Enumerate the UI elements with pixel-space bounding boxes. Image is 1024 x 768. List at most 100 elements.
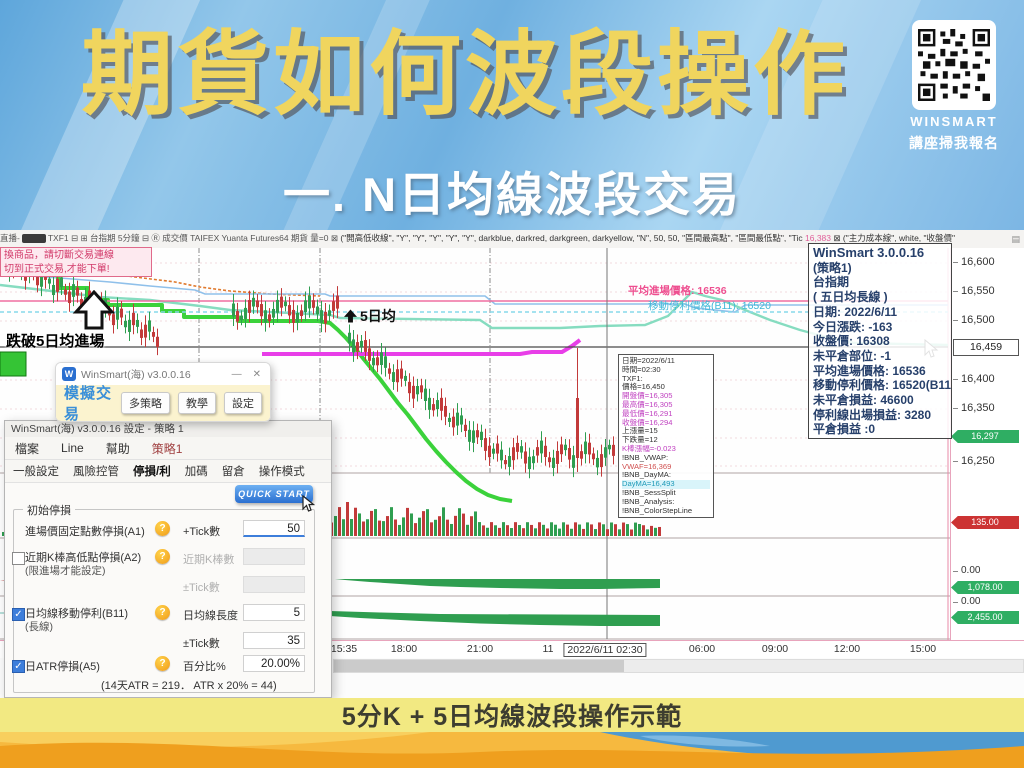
winsmart-mini-window[interactable]: W WinSmart(海) v3.0.0.16 — ✕ 模擬交易 多策略 教學 … xyxy=(55,362,271,422)
toolbar-symbol-label: TXF1 ⊟ ⊞ 台指期 5分鐘 ⊟ Ⓡ 成交價 TAIFEX Yuanta F… xyxy=(47,233,338,243)
multi-strategy-button[interactable]: 多策略 xyxy=(121,392,170,414)
settings-button[interactable]: 設定 xyxy=(224,392,262,414)
atr-footnote: (14天ATR = 219． ATR x 20% = 44) xyxy=(101,680,277,692)
chart-mini-icon[interactable]: ▤ xyxy=(1011,234,1020,244)
a5-percent-input[interactable]: 20.00% xyxy=(243,655,305,672)
tooltip-line: !BNB_SessSplit xyxy=(622,487,676,497)
info-line: WinSmart 3.0.0.16 xyxy=(813,245,925,260)
caption-text: 5分K + 5日均線波段操作示範 xyxy=(341,703,683,731)
help-icon[interactable]: ? xyxy=(155,605,170,620)
help-icon[interactable]: ? xyxy=(155,656,170,671)
tab-risk[interactable]: 風險控管 xyxy=(73,466,119,478)
a1-tick-input[interactable]: 50 xyxy=(243,520,305,537)
entry-marker xyxy=(0,351,27,377)
menu-strategy1[interactable]: 策略1 xyxy=(151,441,183,456)
scrollbar-thumb[interactable] xyxy=(334,660,624,672)
a2-field-label: 近期K棒數 xyxy=(183,554,235,566)
b11-length-input[interactable]: 5 xyxy=(243,604,305,621)
price-axis[interactable]: 16,600 16,550 16,500 16,459 16,400 16,35… xyxy=(950,248,1024,640)
atr-a5-label: 日ATR停損(A5) xyxy=(25,661,100,673)
price-tick: 16,400 xyxy=(953,373,995,385)
header-banner: 期貨如何波段操作 一. N日均線波段交易 WINSMART xyxy=(0,0,1024,230)
low-price-tag: 16,297 xyxy=(951,430,1019,443)
b11-tick-input[interactable]: 35 xyxy=(243,632,305,649)
time-tick: 21:00 xyxy=(466,643,494,655)
tab-stoploss[interactable]: 停損/利 xyxy=(133,466,171,478)
hand-cursor-icon xyxy=(302,495,316,512)
menu-line[interactable]: Line xyxy=(61,441,84,455)
stoploss-a1-label: 進場價固定點數停損(A1) xyxy=(25,526,145,538)
a2-field2-label: ±Tick數 xyxy=(183,582,220,594)
small-up-arrow-icon xyxy=(344,309,357,323)
tooltip-line: 上漲量=15 xyxy=(622,426,658,436)
settings-tabbar: 一般設定 風險控管 停損/利 加碼 留倉 操作模式 xyxy=(5,460,331,483)
tab-general[interactable]: 一般設定 xyxy=(13,466,59,478)
mini-window-titlebar[interactable]: W WinSmart(海) v3.0.0.16 — ✕ xyxy=(56,363,270,385)
tooltip-line: 收盤價=16,294 xyxy=(622,417,673,427)
help-icon[interactable]: ? xyxy=(155,521,170,536)
a5-field-label: 百分比% xyxy=(183,661,226,673)
a5-checkbox[interactable]: ✓ xyxy=(12,660,25,673)
menu-help[interactable]: 幫助 xyxy=(105,441,130,456)
volume-value-tag: 135.00 xyxy=(951,516,1019,529)
crosshair-tooltip: 日期=2022/6/11 時間=02:30 TXF1: 價格=16,450 開盤… xyxy=(618,354,714,518)
info-line: 平倉損益 :0 xyxy=(813,422,876,437)
tab-opmode[interactable]: 操作模式 xyxy=(258,466,305,478)
upper-band-line xyxy=(0,273,948,313)
trail-stop-step-line xyxy=(262,338,582,356)
brand-caption: 講座掃我報名 xyxy=(909,135,999,151)
quick-start-button[interactable]: QUICK START xyxy=(235,485,313,503)
price-tick: 16,500 xyxy=(953,314,995,326)
b11-checkbox[interactable]: ✓ xyxy=(12,608,25,621)
time-tick: 11 xyxy=(542,643,554,655)
mini-window-body: 模擬交易 多策略 教學 設定 xyxy=(56,385,270,421)
close-button[interactable]: ✕ xyxy=(252,368,261,380)
tab-overnight[interactable]: 留倉 xyxy=(221,466,245,478)
info-line: 停利線出場損益: 3280 xyxy=(813,407,932,422)
tutorial-button[interactable]: 教學 xyxy=(178,392,216,414)
tooltip-line: K棒漲幅=-0.023 xyxy=(622,443,676,453)
time-tick: 06:00 xyxy=(688,643,716,655)
ma-annotation-label: 5日均 xyxy=(360,308,396,324)
tooltip-line: !BNB_DayMA: xyxy=(622,470,671,480)
trail-b11-sublabel: (長線) xyxy=(25,621,53,633)
b11-field2-label: ±Tick數 xyxy=(183,638,220,650)
minimize-button[interactable]: — xyxy=(231,368,242,380)
page-title: 期貨如何波段操作 xyxy=(80,20,849,128)
chart-scrollbar[interactable] xyxy=(333,659,1024,673)
tooltip-line: VWAF=16,369 xyxy=(622,461,672,471)
settings-window[interactable]: WinSmart(海) v3.0.0.16 設定 - 策略 1 檔案 Line … xyxy=(4,420,332,698)
footer-wave-graphic xyxy=(0,732,1024,768)
tooltip-line: 日期=2022/6/11 xyxy=(622,356,675,365)
time-tick: 12:00 xyxy=(833,643,861,655)
equity-area-green xyxy=(268,610,660,626)
tooltip-line: 時間=02:30 xyxy=(622,364,661,374)
help-icon[interactable]: ? xyxy=(155,549,170,564)
tooltip-line: 下跌量=12 xyxy=(622,435,658,445)
info-line: 未平倉損益: 46600 xyxy=(813,393,914,408)
trail-b11-label: 日均線移動停利(B11) xyxy=(25,608,129,620)
info-line: 日期: 2022/6/11 xyxy=(813,304,898,319)
equity-value-tag: 2,455.00 xyxy=(951,611,1019,624)
info-line: 收盤價: 16308 xyxy=(813,334,890,349)
account-badge xyxy=(21,234,46,244)
tab-addon[interactable]: 加碼 xyxy=(184,466,208,478)
zero-tick: 0.00 xyxy=(952,565,981,576)
initial-stoploss-group xyxy=(13,509,315,693)
a2-checkbox[interactable] xyxy=(12,552,25,565)
pnl-value-tag: 1,078.00 xyxy=(951,581,1019,594)
crosshair-time-box: 2022/6/11 02:30 xyxy=(563,643,647,657)
tooltip-line: 最高價=16,305 xyxy=(622,399,673,409)
indicator-config-2: ⊠ ("主力成本線", white, "收盤價" xyxy=(833,233,956,243)
menu-file[interactable]: 檔案 xyxy=(15,441,40,456)
time-tick: 15:35 xyxy=(330,643,358,655)
time-tick: 09:00 xyxy=(761,643,789,655)
brand-name: WINSMART xyxy=(910,114,998,129)
zero-tick: 0.00 xyxy=(952,596,981,607)
qr-code xyxy=(912,20,996,110)
mini-window-title: WinSmart(海) v3.0.0.16 xyxy=(81,368,191,381)
strategy-info-panel: WinSmart 3.0.0.16 (策略1) 台指期 ( 五日均長線 ) 日期… xyxy=(808,243,952,439)
tooltip-line: 價格=16,450 xyxy=(622,382,665,392)
toolbar-left-label: 直播- xyxy=(0,233,20,243)
